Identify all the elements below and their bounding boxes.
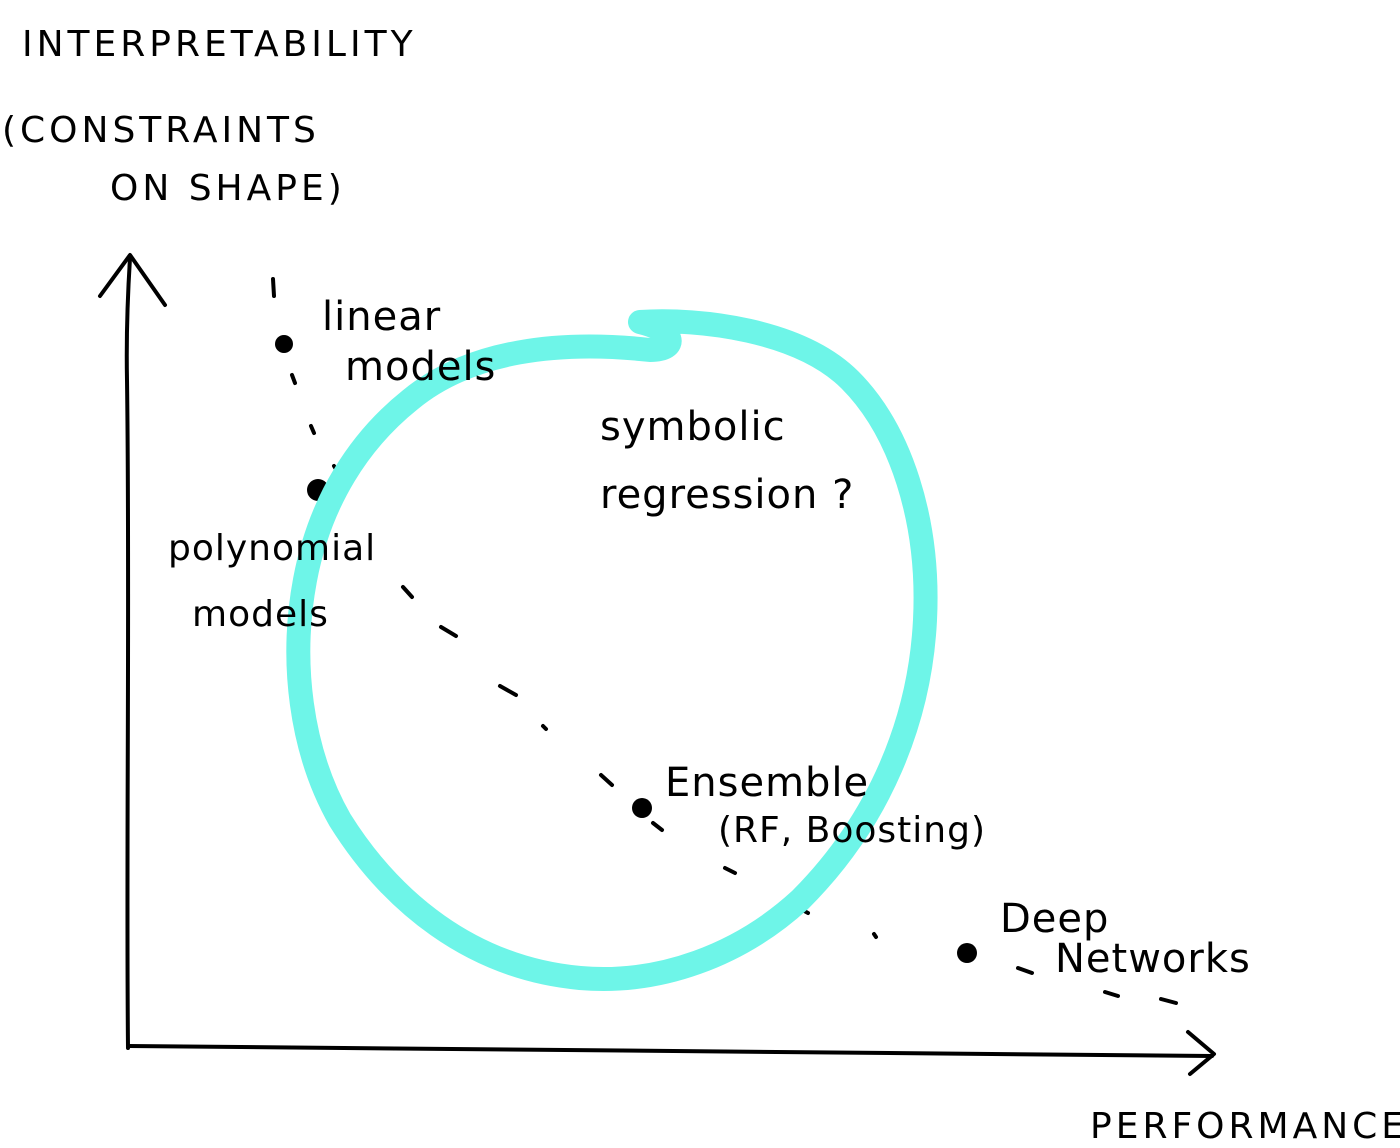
- curve-dash: [1103, 990, 1120, 998]
- curve-dash: [723, 866, 737, 875]
- label-ensemble-line-1: Ensemble: [665, 760, 869, 806]
- curve-dash: [541, 724, 548, 731]
- highlight-circle: [286, 309, 938, 991]
- curve-dash: [872, 932, 878, 939]
- x-axis-arrowhead: [1186, 1030, 1216, 1076]
- y-axis-arrowhead: [98, 253, 167, 307]
- label-symbolic-regression-line-1: symbolic: [600, 404, 786, 450]
- curve-dash: [401, 585, 414, 599]
- point-deep-networks: [957, 943, 977, 963]
- label-polynomial-models-line-2: models: [192, 594, 329, 635]
- y-axis-title-line-2: (CONSTRAINTS: [2, 110, 320, 151]
- point-linear-models: [275, 335, 293, 353]
- curve-dash: [290, 373, 297, 385]
- curve-dash: [439, 625, 458, 638]
- y-axis-title: INTERPRETABILITY (CONSTRAINTS ON SHAPE): [2, 24, 417, 209]
- model-points: [275, 335, 977, 963]
- curve-dash: [271, 277, 276, 298]
- label-ensemble: Ensemble (RF, Boosting): [665, 760, 986, 851]
- label-linear-models: linear models: [322, 294, 496, 390]
- curve-dash: [1159, 997, 1178, 1005]
- curve-dash: [309, 424, 316, 435]
- x-axis-line: [126, 1044, 1214, 1058]
- y-axis-line: [124, 256, 132, 1050]
- label-deep-networks-line-1: Deep: [1000, 896, 1109, 942]
- curve-dash: [599, 773, 614, 787]
- label-polynomial-models: polynomial models: [168, 528, 376, 635]
- curve-dash: [1016, 966, 1034, 975]
- label-ensemble-line-2: (RF, Boosting): [718, 810, 986, 851]
- y-axis-title-line-1: INTERPRETABILITY: [22, 24, 417, 65]
- point-ensemble: [632, 798, 652, 818]
- label-symbolic-regression-line-2: regression ?: [600, 472, 854, 518]
- label-deep-networks-line-2: Networks: [1055, 936, 1251, 982]
- label-linear-models-line-1: linear: [322, 294, 441, 340]
- label-polynomial-models-line-1: polynomial: [168, 528, 376, 569]
- curve-dash: [651, 821, 664, 832]
- label-deep-networks: Deep Networks: [1000, 896, 1251, 982]
- x-axis: [126, 1030, 1216, 1076]
- y-axis: [98, 253, 167, 1050]
- y-axis-title-line-3: ON SHAPE): [110, 168, 346, 209]
- label-symbolic-regression: symbolic regression ?: [600, 404, 854, 518]
- curve-dash: [498, 684, 518, 697]
- x-axis-title: PERFORMANCE: [1090, 1106, 1400, 1147]
- label-linear-models-line-2: models: [345, 344, 496, 390]
